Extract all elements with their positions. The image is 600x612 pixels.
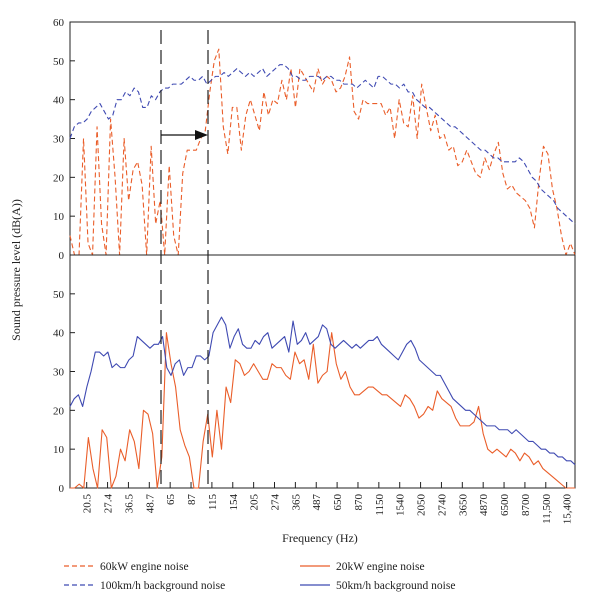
top-y-tick-label: 20	[53, 172, 65, 184]
arrow-head	[195, 130, 208, 140]
x-tick-label: 65	[165, 494, 177, 506]
bottom-series-1	[69, 316, 576, 466]
x-tick-label: 20.5	[82, 494, 94, 514]
top-y-tick-label: 40	[53, 95, 65, 107]
x-tick-label: 2740	[436, 494, 448, 517]
x-tick-label: 365	[290, 494, 302, 511]
x-axis-ticks: 20.5 27.4 36.5 48.7 65 87 115 154 205 274 365 487 65…	[82, 482, 574, 524]
top-y-tick-label: 10	[53, 211, 65, 223]
x-tick-label: 274	[270, 494, 282, 511]
x-tick-label: 8700	[520, 494, 532, 517]
bottom-series-0	[70, 332, 575, 489]
x-tick-label: 11,500	[541, 494, 553, 524]
top-series-1	[69, 64, 576, 225]
x-tick-label: 650	[332, 494, 344, 511]
x-tick-label: 205	[249, 494, 261, 511]
x-tick-label: 870	[353, 494, 365, 511]
x-tick-label: 27.4	[103, 494, 115, 514]
bottom-panel: 0 10 20 30 40 50	[53, 254, 576, 495]
x-tick-label: 87	[186, 494, 198, 506]
x-tick-label: 154	[228, 494, 240, 511]
legend-label-2: 100km/h background noise	[100, 580, 225, 592]
bottom-y-tick-label: 50	[53, 289, 65, 301]
x-tick-label: 6500	[499, 493, 511, 516]
x-tick-label: 2050	[416, 494, 428, 517]
top-panel: 0 10 20 30 40 50 60	[53, 17, 576, 262]
legend: 60kW engine noise 100km/h background nois…	[64, 561, 455, 592]
x-tick-label: 115	[207, 494, 219, 511]
top-series-0	[69, 48, 576, 256]
top-y-tick-label: 60	[53, 17, 65, 29]
bottom-frame	[69, 254, 576, 489]
bottom-y-tick-label: 30	[53, 367, 65, 379]
bottom-y-tick-label: 10	[53, 444, 65, 456]
top-y-tick-label: 30	[53, 134, 65, 146]
x-tick-label: 1150	[374, 494, 386, 516]
legend-label-3: 20kW engine noise	[336, 561, 425, 573]
bottom-y-tick-label: 20	[53, 405, 65, 417]
bottom-y-tick-label: 0	[59, 483, 65, 495]
x-tick-label: 15,400	[562, 494, 574, 525]
x-tick-label: 36.5	[123, 494, 135, 514]
bottom-y-tick-label: 40	[53, 328, 65, 340]
top-y-tick-label: 0	[59, 250, 65, 262]
x-axis-label: Frequency (Hz)	[282, 531, 358, 545]
top-frame	[69, 21, 576, 256]
legend-label-1: 60kW engine noise	[100, 561, 189, 573]
marker-lines	[160, 30, 209, 488]
x-tick-label: 487	[311, 494, 323, 511]
x-tick-label: 3650	[457, 494, 469, 517]
x-tick-label: 48.7	[144, 494, 156, 514]
legend-label-4: 50km/h background noise	[336, 580, 455, 592]
x-tick-label: 4870	[478, 494, 490, 517]
x-tick-label: 1540	[395, 494, 407, 517]
top-y-tick-label: 50	[53, 56, 65, 68]
y-axis-label: Sound pressure level (dB(A))	[9, 199, 23, 341]
